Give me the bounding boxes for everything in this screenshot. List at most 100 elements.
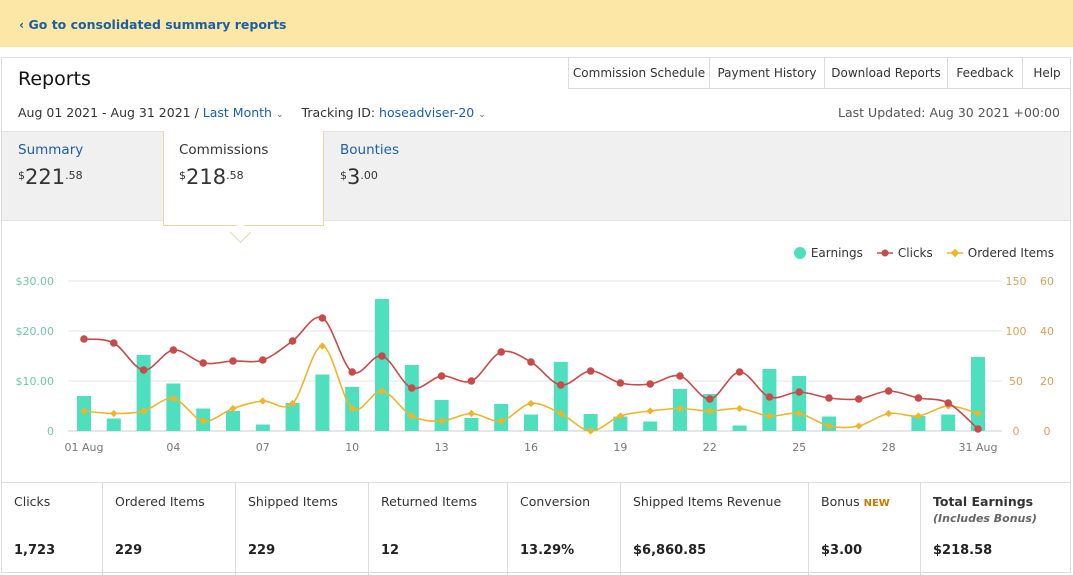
- ordered-items-point: [288, 399, 297, 408]
- clicks-point: [110, 339, 118, 347]
- commissions-amount: $218.58: [179, 165, 268, 189]
- earnings-bar: [375, 299, 389, 431]
- clicks-point: [139, 366, 148, 374]
- ordered-items-point: [616, 412, 625, 420]
- y-ordered-tick-label: 40: [1040, 325, 1054, 338]
- bounties-cents: .00: [360, 169, 378, 182]
- metric-value: 229: [248, 543, 276, 558]
- last-updated: Last Updated: Aug 30 2021 +00:00: [838, 105, 1060, 120]
- legend-earnings-label: Earnings: [810, 246, 863, 260]
- y-left-tick-label: $30.00: [16, 275, 55, 288]
- report-tabs: Commission Schedule Payment History Down…: [568, 58, 1071, 89]
- ordered-items-point: [557, 409, 565, 418]
- consolidated-banner: ‹ Go to consolidated summary reports: [0, 0, 1073, 47]
- clicks-point: [408, 384, 416, 392]
- earnings-bar: [792, 376, 807, 431]
- clicks-point: [586, 367, 595, 375]
- metric-clicks: Clicks 1,723: [2, 483, 103, 575]
- earnings-bar: [106, 418, 121, 431]
- clicks-point: [706, 395, 714, 403]
- date-preset-dropdown[interactable]: Last Month ⌄: [203, 105, 284, 120]
- clicks-point: [288, 337, 297, 345]
- commissions-cents: .58: [226, 169, 244, 182]
- metric-label: Shipped Items: [248, 494, 338, 509]
- chevron-down-icon: ⌄: [478, 110, 486, 120]
- legend-clicks[interactable]: Clicks: [876, 246, 933, 260]
- clicks-point: [318, 314, 327, 322]
- tab-help[interactable]: Help: [1022, 58, 1071, 89]
- clicks-point: [884, 387, 893, 395]
- tracking-id-value: hoseadviser-20: [379, 105, 475, 120]
- x-tick-label: 04: [166, 441, 180, 454]
- y-clicks-tick-label: 0: [1013, 425, 1020, 438]
- commissions-dollars: 218: [186, 165, 227, 189]
- ordered-items-point: [706, 407, 714, 415]
- bounties-label: Bounties: [340, 142, 400, 158]
- ordered-items-point: [646, 407, 654, 415]
- legend-ordered-items[interactable]: Ordered Items: [946, 246, 1054, 260]
- y-left-tick-label: $10.00: [16, 375, 55, 388]
- metric-label: Ordered Items: [115, 494, 205, 509]
- summary-tab-summary[interactable]: Summary $221.58: [18, 142, 83, 189]
- summary-tab-commissions[interactable]: Commissions $218.58: [179, 142, 268, 189]
- y-ordered-tick-label: 60: [1040, 275, 1054, 288]
- earnings-bar: [434, 400, 449, 431]
- ordered-items-point: [825, 422, 833, 430]
- clicks-point: [646, 380, 654, 388]
- y-clicks-tick-label: 150: [1006, 275, 1027, 288]
- earnings-bar: [285, 403, 300, 431]
- earnings-bar: [226, 411, 240, 431]
- clicks-point: [765, 393, 774, 401]
- tab-download-reports[interactable]: Download Reports: [824, 58, 947, 89]
- earnings-bar: [166, 383, 181, 431]
- metric-value: $218.58: [933, 543, 993, 558]
- metric-label: Clicks: [14, 494, 51, 509]
- y-clicks-tick-label: 100: [1006, 325, 1027, 338]
- metric-shipped-revenue: Shipped Items Revenue $6,860.85: [621, 483, 809, 575]
- tab-payment-history[interactable]: Payment History: [709, 58, 824, 89]
- clicks-point: [855, 395, 863, 403]
- earnings-bar: [732, 425, 747, 431]
- ordered-items-point: [437, 417, 446, 425]
- metric-bonus: Bonus NEW $3.00: [809, 483, 921, 575]
- metric-label: Total Earnings: [933, 494, 1034, 509]
- currency-symbol: $: [179, 169, 186, 182]
- earnings-bar: [315, 374, 330, 431]
- legend-clicks-label: Clicks: [897, 246, 933, 260]
- x-tick-label: 01 Aug: [65, 441, 104, 454]
- ordered-items-point: [139, 407, 148, 415]
- ordered-items-point: [527, 399, 535, 408]
- metric-value: $3.00: [821, 543, 863, 558]
- tracking-id-dropdown[interactable]: hoseadviser-20 ⌄: [379, 105, 486, 120]
- tracking-id-label: Tracking ID:: [301, 105, 376, 120]
- clicks-point: [914, 394, 923, 402]
- metric-label: Bonus NEW: [821, 494, 920, 509]
- date-filter-row: Aug 01 2021 - Aug 31 2021 / Last Month ⌄ …: [18, 105, 486, 120]
- commissions-label: Commissions: [179, 142, 269, 158]
- metrics-row: Clicks 1,723 Ordered Items 229 Shipped I…: [2, 482, 1070, 575]
- x-tick-label: 13: [435, 441, 449, 454]
- ordered-items-point: [914, 412, 923, 420]
- legend-earnings-swatch: [793, 247, 806, 259]
- earnings-bar: [941, 414, 956, 431]
- currency-symbol: $: [340, 169, 347, 182]
- ordered-items-point: [497, 417, 505, 425]
- clicks-point: [974, 425, 982, 433]
- ordered-items-point: [259, 397, 267, 405]
- chevron-down-icon: ⌄: [275, 110, 284, 120]
- new-badge: NEW: [863, 498, 890, 509]
- tab-feedback[interactable]: Feedback: [947, 58, 1022, 89]
- summary-tab-bounties[interactable]: Bounties $3.00: [340, 142, 399, 189]
- ordered-items-point: [735, 404, 744, 413]
- ordered-items-point: [229, 404, 237, 413]
- metric-ordered-items: Ordered Items 229: [103, 483, 236, 575]
- consolidated-summary-link[interactable]: ‹ Go to consolidated summary reports: [19, 17, 287, 32]
- x-tick-label: 10: [345, 441, 359, 454]
- legend-earnings[interactable]: Earnings: [793, 246, 863, 260]
- currency-symbol: $: [18, 169, 25, 182]
- ordered-items-point: [765, 412, 774, 420]
- tab-commission-schedule[interactable]: Commission Schedule: [568, 58, 709, 89]
- earnings-bar: [911, 416, 926, 431]
- ordered-items-point: [199, 417, 207, 425]
- summary-dollars: 221: [25, 165, 66, 189]
